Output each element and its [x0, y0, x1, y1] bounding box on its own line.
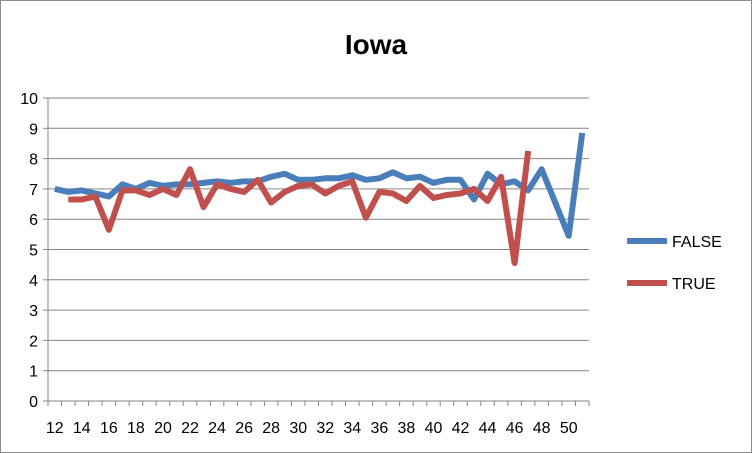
x-tick-label: 44	[479, 420, 497, 437]
x-tick-label: 18	[127, 420, 145, 437]
x-tick-label: 48	[533, 420, 551, 437]
series-line-true	[68, 150, 532, 267]
x-tick-label: 12	[46, 420, 64, 437]
x-tick-label: 38	[398, 420, 416, 437]
y-tick-label: 2	[29, 333, 38, 350]
x-tick-label: 16	[100, 420, 118, 437]
x-tick-label: 46	[506, 420, 524, 437]
legend: FALSE TRUE	[627, 234, 722, 293]
x-tick-label: 24	[208, 420, 226, 437]
series-lines	[54, 132, 586, 267]
x-tick-label: 22	[181, 420, 199, 437]
x-tick-label: 14	[73, 420, 91, 437]
x-tick-label: 28	[262, 420, 280, 437]
y-tick-label: 3	[29, 303, 38, 320]
x-tick-label: 42	[452, 420, 470, 437]
x-tick-label: 20	[154, 420, 172, 437]
y-tick-label: 5	[29, 243, 38, 260]
x-tick-label: 34	[343, 420, 361, 437]
x-tick-label: 50	[560, 420, 578, 437]
y-tick-label: 10	[20, 91, 38, 108]
series-line-false	[54, 132, 586, 239]
chart-title: Iowa	[344, 29, 408, 60]
x-tick-label: 32	[316, 420, 334, 437]
y-tick-label: 1	[29, 364, 38, 381]
x-tick-label: 30	[289, 420, 307, 437]
y-tick-label: 7	[29, 182, 38, 199]
legend-label-false: FALSE	[672, 234, 722, 251]
y-tick-label: 0	[29, 394, 38, 411]
legend-label-true: TRUE	[672, 276, 716, 293]
x-tick-label: 40	[425, 420, 443, 437]
y-tick-label: 4	[29, 273, 38, 290]
y-tick-label: 6	[29, 212, 38, 229]
x-tick-label: 36	[370, 420, 388, 437]
x-tick-label: 26	[235, 420, 253, 437]
y-tick-label: 9	[29, 121, 38, 138]
gridlines	[48, 97, 589, 372]
y-tick-label: 8	[29, 152, 38, 169]
